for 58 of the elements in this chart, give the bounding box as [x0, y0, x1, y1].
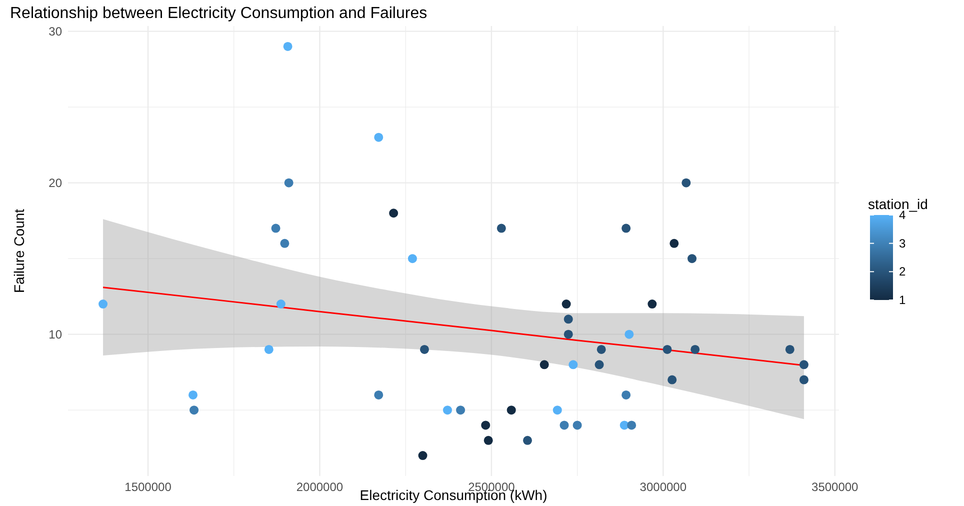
point [420, 344, 429, 354]
x-tick-label: 3500000 [812, 480, 859, 494]
x-tick-label: 2000000 [296, 480, 344, 494]
point [622, 224, 631, 233]
point [190, 406, 199, 415]
point [442, 406, 452, 415]
point [670, 238, 679, 248]
point [484, 436, 493, 445]
point [283, 42, 292, 51]
point [648, 300, 657, 309]
point [280, 238, 290, 248]
point [799, 375, 808, 384]
y-tick-label: 10 [48, 327, 62, 342]
point [594, 360, 604, 370]
point [564, 330, 573, 339]
point [562, 300, 571, 309]
point [596, 344, 606, 354]
point [188, 390, 198, 400]
point [264, 344, 274, 354]
point [523, 436, 532, 445]
point [568, 360, 578, 370]
x-tick-label: 3000000 [640, 480, 687, 494]
x-tick-label: 1500000 [124, 480, 172, 494]
point [408, 254, 417, 264]
y-axis-title: Failure Count [11, 208, 27, 294]
point [540, 360, 549, 370]
color-bar-label: 3 [899, 236, 906, 250]
color-bar-label: 2 [899, 264, 906, 279]
point [389, 208, 398, 218]
point [627, 420, 636, 430]
point [560, 420, 569, 430]
point [624, 330, 634, 339]
y-tick-label: 30 [48, 24, 62, 38]
point [418, 451, 428, 460]
chart-title: Relationship between Electricity Consumption and Failures [10, 5, 428, 22]
point [271, 224, 280, 233]
point [374, 132, 384, 142]
point [690, 344, 700, 354]
point [456, 406, 466, 415]
point [688, 254, 697, 264]
point [662, 344, 672, 354]
point [572, 420, 582, 430]
point [284, 178, 294, 188]
point [682, 178, 691, 188]
point [799, 360, 808, 370]
color-bar-label: 1 [899, 293, 906, 307]
point [496, 224, 506, 233]
point [276, 300, 286, 309]
point [668, 375, 677, 384]
point [785, 344, 794, 354]
y-tick-label: 20 [48, 176, 62, 190]
point [506, 406, 516, 415]
point [552, 406, 562, 415]
point [481, 420, 490, 430]
point [374, 390, 384, 400]
point [98, 300, 108, 309]
point [564, 314, 573, 324]
point [622, 390, 631, 400]
